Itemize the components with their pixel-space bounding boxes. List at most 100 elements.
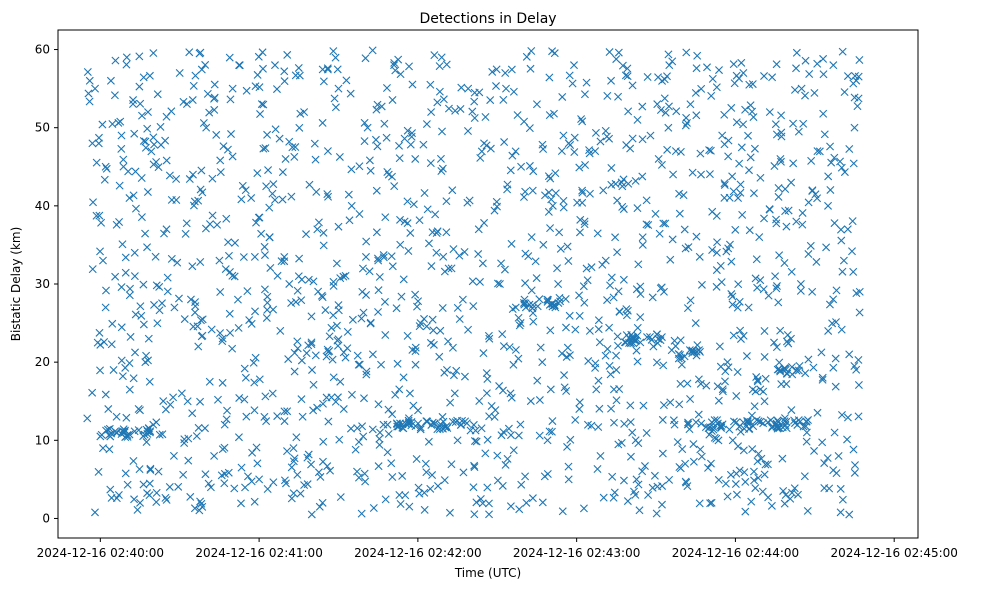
data-point — [689, 440, 698, 449]
data-point — [91, 508, 99, 517]
data-point — [290, 152, 299, 161]
data-point — [285, 279, 294, 288]
data-point — [218, 378, 227, 387]
data-point — [575, 291, 584, 300]
data-point — [688, 168, 697, 177]
data-point — [335, 152, 344, 161]
data-point — [238, 181, 247, 190]
data-point — [695, 346, 704, 355]
data-point — [779, 486, 788, 495]
data-point — [772, 343, 781, 352]
data-point — [575, 163, 584, 172]
data-point — [792, 64, 801, 73]
data-point — [587, 263, 596, 272]
data-point — [790, 85, 799, 94]
data-point — [222, 214, 231, 223]
data-point — [288, 143, 297, 152]
data-point — [459, 468, 468, 477]
data-point — [544, 188, 553, 197]
data-point — [448, 343, 457, 352]
data-point — [787, 178, 796, 187]
data-point — [673, 438, 682, 447]
data-point — [695, 252, 704, 261]
data-point — [483, 374, 492, 383]
data-point — [777, 111, 786, 120]
data-point — [250, 406, 259, 415]
data-point — [435, 62, 444, 71]
data-point — [640, 462, 649, 471]
data-point — [129, 191, 138, 200]
data-point — [159, 397, 168, 406]
data-point — [680, 225, 689, 234]
data-point — [470, 114, 479, 123]
data-point — [262, 313, 271, 322]
data-point — [363, 123, 372, 132]
data-point — [149, 133, 158, 142]
data-point — [296, 109, 305, 118]
data-point — [732, 392, 741, 400]
data-point — [594, 325, 603, 334]
data-point — [383, 448, 392, 457]
y-axis-label: Bistatic Delay (km) — [9, 227, 23, 342]
data-point — [706, 459, 715, 468]
data-point — [381, 495, 390, 504]
data-point — [829, 61, 838, 70]
data-point — [707, 91, 716, 100]
data-point — [295, 71, 304, 80]
data-point — [143, 124, 152, 133]
data-point — [104, 405, 113, 414]
data-point — [749, 467, 758, 476]
data-point — [255, 213, 264, 222]
data-point — [398, 471, 407, 480]
data-point — [401, 491, 410, 500]
data-point — [95, 328, 104, 337]
data-point — [675, 400, 684, 409]
data-point — [804, 250, 813, 259]
data-point — [648, 483, 657, 492]
data-point — [233, 295, 242, 304]
data-point — [332, 259, 341, 268]
data-point — [144, 334, 153, 343]
data-point — [448, 186, 457, 195]
data-point — [792, 48, 801, 57]
data-point — [117, 283, 126, 292]
data-point — [837, 236, 846, 245]
data-point — [122, 53, 131, 62]
data-point — [621, 71, 630, 80]
data-point — [374, 307, 383, 316]
data-point — [803, 506, 812, 515]
data-point — [551, 189, 560, 198]
data-point — [689, 457, 698, 466]
data-point — [486, 144, 495, 153]
data-point — [831, 382, 840, 391]
data-point — [419, 140, 428, 149]
data-point — [196, 258, 205, 266]
data-point — [307, 340, 316, 349]
data-point — [819, 70, 828, 79]
data-point — [397, 292, 406, 301]
data-point — [753, 457, 762, 466]
data-point — [744, 303, 753, 312]
data-point — [433, 227, 442, 236]
data-point — [594, 316, 603, 325]
data-point — [633, 204, 642, 213]
data-point — [438, 424, 447, 433]
data-point — [734, 194, 743, 203]
data-point — [319, 228, 328, 237]
data-point — [405, 389, 414, 398]
data-point — [441, 423, 450, 432]
data-point — [445, 508, 454, 517]
data-point — [395, 491, 404, 500]
data-point — [596, 451, 605, 460]
data-point — [749, 189, 758, 198]
data-point — [197, 166, 206, 175]
data-point — [243, 287, 252, 296]
data-point — [324, 347, 333, 356]
data-point — [145, 479, 154, 488]
data-point — [521, 279, 530, 288]
data-point — [500, 265, 509, 274]
data-point — [228, 271, 237, 280]
data-point — [112, 494, 121, 503]
data-point — [562, 323, 570, 332]
data-point — [152, 281, 161, 290]
